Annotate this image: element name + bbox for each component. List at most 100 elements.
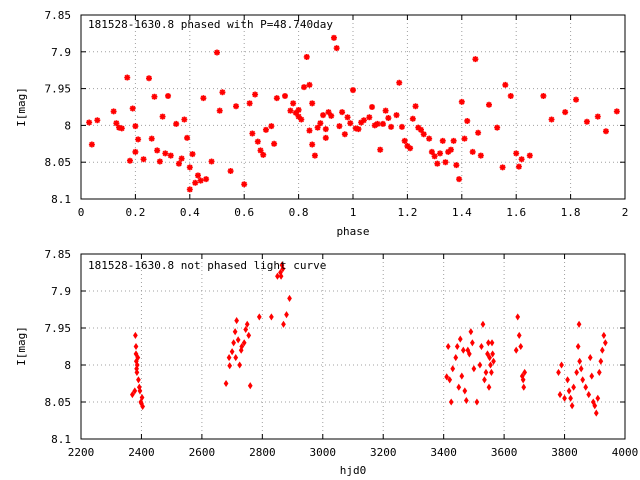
unphased-data-point [580,376,586,384]
unphased-data-point [515,313,521,321]
unphased-data-point [234,317,240,325]
unphased-data-point [575,342,581,351]
phased-data-point [309,100,316,107]
unphased-data-point [453,354,459,362]
phased-data-point [113,120,120,127]
unphased-x-tick-label: 3400 [430,446,457,459]
phased-data-point [507,92,514,99]
phased-data-point [341,131,348,138]
unphased-data-point [237,361,243,369]
phased-data-point [189,151,196,158]
phased-data-point [132,148,139,155]
unphased-panel: 2200 2400 2600 2800 3000 3200 3400 3600 3800 4000… [15,248,638,477]
unphased-data-point [485,350,490,358]
phased-data-point [148,135,155,142]
phased-data-point [314,124,321,131]
unphased-data-point [246,331,252,339]
unphased-data-point [231,339,236,347]
unphased-data-point [513,346,519,354]
unphased-y-axis-title: I[mag] [15,326,28,366]
phased-data-point [469,148,476,155]
unphased-data-point [522,368,528,376]
phased-data-point [502,81,509,88]
phased-x-tick-label: 1.2 [397,206,417,219]
phased-data-point [173,120,180,127]
phased-data-point [437,150,444,157]
unphased-data-point [284,311,289,319]
phased-data-point [320,112,327,119]
phased-data-point [355,126,362,133]
unphased-data-point [456,383,462,391]
unphased-data-point [244,320,250,328]
phased-data-point [124,74,131,81]
phased-data-point [126,157,133,164]
unphased-data-point [599,346,605,354]
unphased-data-point [601,331,607,339]
phased-data-point [344,114,351,121]
phased-data-point [94,117,101,124]
unphased-data-point [583,383,589,391]
phased-data-point [442,159,449,166]
unphased-y-tick-label: 7.9 [51,285,71,298]
phased-data-point [428,148,435,155]
phased-data-point [311,152,318,159]
phased-data-point [165,92,172,99]
phased-data-point [257,147,264,154]
phased-data-point [178,155,185,162]
phased-x-tick-label: 0 [78,206,85,219]
unphased-data-point [479,342,484,351]
phased-title: 181528-1630.8 phased with P=48.740day [88,18,333,31]
phased-data-point [393,112,400,119]
phased-data-point [292,109,299,116]
unphased-data-point [132,387,138,395]
unphased-data-point [281,320,286,328]
phased-data-point [602,128,609,135]
unphased-data-point [136,376,141,384]
unphased-data-point [483,368,489,376]
unphased-data-point [227,362,233,370]
unphased-data-point [133,342,139,351]
phased-data-point [447,146,454,153]
phased-data-point [88,141,95,148]
phased-data-point [192,179,199,186]
phased-data-point [306,127,313,134]
phased-plot-frame [80,14,626,200]
unphased-y-tick-label: 8.05 [45,396,72,409]
phased-data-point [420,131,427,138]
phased-data-point [526,152,533,159]
phased-data-point [295,113,302,120]
unphased-x-tick-label: 2400 [128,446,155,459]
unphased-data-point [466,350,472,358]
phased-points [86,34,620,193]
phased-data-point [271,140,278,147]
unphased-data-point [568,394,573,402]
phased-data-point [548,116,555,123]
phased-data-point [494,124,501,131]
phased-x-tick-label: 1.8 [561,206,581,219]
unphased-data-point [578,365,584,373]
phased-data-point [309,141,316,148]
unphased-data-point [457,335,463,343]
phased-data-point [431,153,438,160]
unphased-y-tick-label: 7.95 [45,322,72,335]
unphased-data-point [460,346,466,354]
unphased-data-point [489,368,494,376]
phased-data-point [290,100,297,107]
phased-data-point [181,116,188,123]
phased-data-point [197,177,204,184]
phased-data-point [456,176,463,183]
phased-x-tick-label: 0.8 [289,206,309,219]
phased-data-point [366,114,373,121]
unphased-data-point [602,339,608,347]
unphased-data-point [229,348,235,356]
unphased-y-tick-label: 7.85 [45,248,72,261]
unphased-data-point [592,402,598,410]
phased-data-point [132,123,139,130]
unphased-data-point [269,313,274,321]
unphased-data-point [226,354,232,362]
unphased-data-point [477,361,483,369]
unphased-data-point [139,394,145,402]
phased-data-point [322,126,329,133]
unphased-data-point [566,387,572,395]
